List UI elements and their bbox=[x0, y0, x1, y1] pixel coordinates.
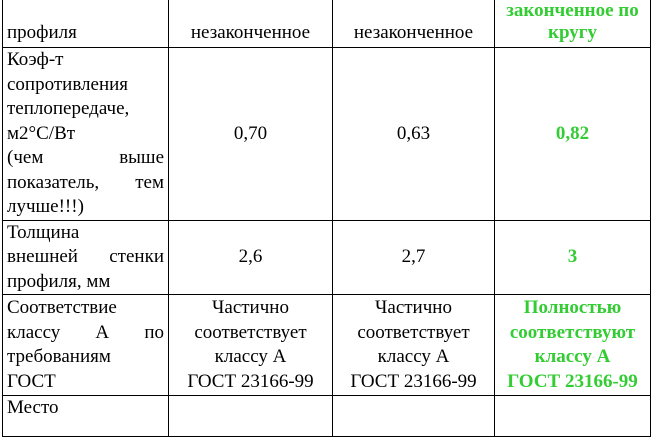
cell-line: Частично bbox=[212, 297, 289, 318]
cell-line: (чем выше bbox=[7, 147, 164, 168]
value-cell-b: незаконченное bbox=[332, 0, 495, 48]
cell-line: Коэф-т bbox=[7, 49, 64, 70]
table-row: Толщина внешней стенки профиля, мм 2,6 2,7 3 bbox=[2, 219, 651, 295]
cell-line: ГОСТ bbox=[7, 370, 56, 392]
cell-line: Полностью bbox=[523, 297, 622, 318]
cell-line: профиля bbox=[7, 22, 77, 43]
table-row: Коэф-т сопротивления теплопередаче, м2°С/Вт… bbox=[2, 47, 651, 221]
value-cell-c-highlight: 3 bbox=[494, 219, 651, 295]
row-label-cell: Коэф-т сопротивления теплопередаче, м2°С/Вт… bbox=[2, 47, 169, 221]
cell-line: профиля, мм bbox=[7, 270, 111, 292]
cell-line: 0,63 bbox=[396, 122, 431, 144]
cell-line: Толщина bbox=[7, 221, 80, 243]
table-row: Место bbox=[2, 395, 651, 437]
cell-line: м2°С/Вт bbox=[7, 122, 76, 144]
value-cell-a: незаконченное bbox=[168, 0, 333, 48]
table-row: профиля незаконченное незаконченное законче… bbox=[2, 0, 651, 48]
cell-line: соответствуют bbox=[509, 321, 636, 343]
value-cell-a: 0,70 bbox=[168, 47, 333, 221]
cell-line: классу А bbox=[214, 346, 287, 367]
cell-line: 3 bbox=[567, 246, 578, 267]
cell-line: 2,6 bbox=[238, 246, 263, 267]
value-cell-b: Частично соответствует классу А ГОСТ 23166-… bbox=[332, 294, 495, 396]
row-label-cell: Соответствие классу А по требованиям ГОСТ bbox=[2, 294, 169, 396]
cell-line: Соответствие bbox=[7, 297, 117, 318]
row-label-cell: профиля bbox=[2, 0, 169, 48]
cell-line: 2,7 bbox=[401, 246, 426, 267]
table-row: Соответствие классу А по требованиям ГОСТ Ча… bbox=[2, 294, 651, 396]
cell-line: ГОСТ 23166-99 bbox=[507, 370, 638, 392]
value-cell-b bbox=[332, 395, 495, 437]
cell-line: теплопередаче, bbox=[7, 98, 130, 119]
cell-line: показатель, тем bbox=[7, 171, 164, 193]
row-label-cell: Место bbox=[2, 395, 169, 437]
cell-line: сопротивления bbox=[7, 73, 129, 95]
cell-line: Частично bbox=[375, 297, 452, 318]
cell-line: 0,70 bbox=[233, 122, 268, 144]
cell-line: классу А bbox=[377, 346, 450, 367]
value-cell-a bbox=[168, 395, 333, 437]
value-cell-c-highlight: 0,82 bbox=[494, 47, 651, 221]
cell-line: внешней стенки bbox=[7, 246, 164, 267]
cell-line: законченное по bbox=[506, 0, 639, 21]
value-cell-b: 2,7 bbox=[332, 219, 495, 295]
cell-line: незаконченное bbox=[190, 22, 311, 43]
cell-line: ГОСТ 23166-99 bbox=[350, 370, 477, 392]
cell-line: классу А по bbox=[7, 321, 164, 343]
cell-line: ГОСТ 23166-99 bbox=[187, 370, 314, 392]
cell-line: 0,82 bbox=[555, 122, 590, 144]
cell-line: кругу bbox=[548, 22, 597, 43]
cell-line: соответствует bbox=[357, 321, 470, 343]
cell-line: классу А bbox=[534, 346, 611, 367]
cell-line: соответствует bbox=[194, 321, 307, 343]
cell-line: требованиям bbox=[7, 346, 111, 367]
value-cell-c-highlight: законченное по кругу bbox=[494, 0, 651, 48]
value-cell-b: 0,63 bbox=[332, 47, 495, 221]
value-cell-c-highlight: Полностью соответствуют классу А ГОСТ 23166… bbox=[494, 294, 651, 396]
row-label-cell: Толщина внешней стенки профиля, мм bbox=[2, 219, 169, 295]
value-cell-c-highlight bbox=[494, 395, 651, 437]
cell-line: лучше!!!) bbox=[7, 196, 84, 217]
cell-line: незаконченное bbox=[353, 22, 474, 43]
value-cell-a: Частично соответствует классу А ГОСТ 23166-… bbox=[168, 294, 333, 396]
value-cell-a: 2,6 bbox=[168, 219, 333, 295]
